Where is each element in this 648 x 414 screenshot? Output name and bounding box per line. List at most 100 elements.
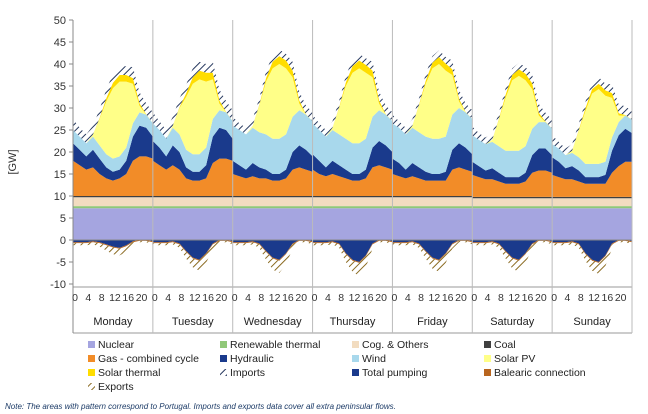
hour-tick-label: 8 [258, 292, 264, 304]
area-coal-friday [392, 196, 473, 198]
area-nuclear-wednesday [232, 208, 313, 240]
area-total-pumping-saturday [472, 240, 553, 260]
hour-tick-label: 8 [498, 292, 504, 304]
day-label-monday: Monday [93, 316, 133, 328]
legend-label-solar-pv: Solar PV [494, 353, 535, 365]
legend-label-gas: Gas - combined cycle [98, 353, 199, 365]
hour-tick-label: 4 [165, 292, 171, 304]
hour-tick-label: 4 [565, 292, 571, 304]
legend-swatch-gas [88, 355, 95, 362]
area-coal-tuesday [152, 196, 233, 198]
y-tick-label: -5 [56, 257, 66, 269]
hour-tick-label: 12 [508, 292, 520, 304]
legend-item-imports: Imports [220, 367, 265, 379]
area-total-pumping-wednesday [232, 240, 313, 260]
area-wind-sunday [552, 115, 632, 178]
y-tick-label: 30 [54, 103, 66, 115]
area-coal-wednesday [232, 196, 313, 198]
legend-swatch-total-pumping [352, 369, 359, 376]
hour-tick-label: 4 [85, 292, 91, 304]
legend-swatch-balearic [484, 369, 491, 376]
legend: Nuclear Renewable thermal Cog. & Others Coa… [88, 339, 586, 393]
day-label-tuesday: Tuesday [172, 316, 214, 328]
area-gas-tuesday [152, 158, 233, 196]
day-label-thursday: Thursday [330, 316, 376, 328]
area-renewable-thermal-saturday [472, 206, 553, 209]
area-exports-tuesday [152, 240, 233, 271]
hour-tick-label: 8 [179, 292, 185, 304]
y-tick-label: 45 [54, 37, 66, 49]
day-label-sunday: Sunday [573, 316, 611, 328]
y-tick-label: 25 [54, 125, 66, 137]
area-wind-thursday [312, 110, 393, 174]
hour-tick-label: 16 [282, 292, 294, 304]
area-exports-monday [73, 240, 153, 256]
hour-tick-label: 0 [312, 292, 318, 304]
hour-tick-label: 12 [269, 292, 281, 304]
legend-label-hydraulic: Hydraulic [230, 353, 274, 365]
legend-label-coal: Coal [494, 339, 516, 351]
area-renewable-thermal-tuesday [152, 206, 233, 209]
hour-tick-label: 12 [189, 292, 201, 304]
area-renewable-thermal-thursday [312, 206, 393, 209]
legend-swatch-solar-pv [484, 355, 491, 362]
hour-tick-label: 16 [442, 292, 454, 304]
y-axis-label: [GW] [7, 149, 19, 174]
stacked-areas [73, 49, 632, 277]
hour-tick-label: 20 [216, 292, 228, 304]
area-imports-thursday [312, 53, 393, 137]
legend-swatch-hydraulic [220, 355, 227, 362]
area-balearic-thursday [312, 240, 393, 263]
area-gas-wednesday [232, 167, 313, 196]
legend-item-cog-others: Cog. & Others [352, 339, 429, 351]
area-nuclear-tuesday [152, 208, 233, 240]
hour-tick-label: 12 [109, 292, 121, 304]
area-solar-pv-thursday [312, 68, 393, 144]
hour-tick-label: 0 [392, 292, 398, 304]
legend-item-balearic: Balearic connection [484, 367, 586, 379]
area-solar-pv-tuesday [152, 79, 233, 155]
hour-tick-label: 8 [99, 292, 105, 304]
legend-item-nuclear: Nuclear [88, 339, 135, 351]
hour-tick-label: 12 [349, 292, 361, 304]
y-tick-label: 20 [54, 147, 66, 159]
area-renewable-thermal-friday [392, 206, 473, 209]
legend-item-total-pumping: Total pumping [352, 367, 428, 379]
y-tick-label: 35 [54, 81, 66, 93]
area-balearic-monday [73, 240, 153, 249]
legend-swatch-cog-others [352, 341, 359, 348]
area-coal-sunday [552, 196, 632, 199]
hour-tick-label: 16 [122, 292, 134, 304]
area-cog-others-monday [73, 197, 153, 207]
hour-tick-label: 0 [471, 292, 477, 304]
area-exports-wednesday [232, 240, 313, 273]
legend-item-exports: Exports [88, 381, 134, 393]
area-solar-pv-friday [392, 64, 473, 139]
area-cog-others-tuesday [152, 197, 233, 207]
y-tick-label: 5 [60, 213, 66, 225]
hour-tick-label: 20 [295, 292, 307, 304]
legend-swatch-solar-thermal [88, 369, 95, 376]
hour-tick-label: 20 [136, 292, 148, 304]
area-coal-monday [73, 196, 153, 198]
area-total-pumping-thursday [312, 240, 393, 262]
y-tick-label: 50 [54, 15, 66, 27]
legend-label-total-pumping: Total pumping [362, 367, 428, 379]
day-label-saturday: Saturday [490, 316, 535, 328]
legend-swatch-nuclear [88, 341, 95, 348]
hour-tick-label: 0 [232, 292, 238, 304]
area-wind-wednesday [232, 110, 313, 174]
hour-tick-label: 12 [588, 292, 600, 304]
legend-swatch-renewable-thermal [220, 341, 227, 348]
area-imports-sunday [552, 77, 632, 156]
area-hydraulic-monday [73, 125, 153, 181]
y-tick-label: 10 [54, 191, 66, 203]
hour-tick-label: 8 [418, 292, 424, 304]
area-nuclear-thursday [312, 208, 393, 240]
hour-tick-label: 0 [72, 292, 78, 304]
y-tick-label: 0 [60, 235, 66, 247]
hour-tick-label: 20 [535, 292, 547, 304]
area-solar-thermal-wednesday [232, 56, 313, 135]
legend-item-solar-thermal: Solar thermal [88, 367, 160, 379]
